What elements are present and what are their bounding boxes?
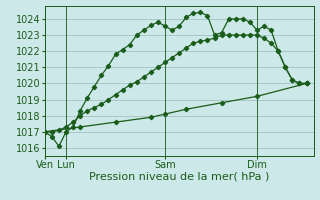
X-axis label: Pression niveau de la mer( hPa ): Pression niveau de la mer( hPa ) [89,172,269,182]
